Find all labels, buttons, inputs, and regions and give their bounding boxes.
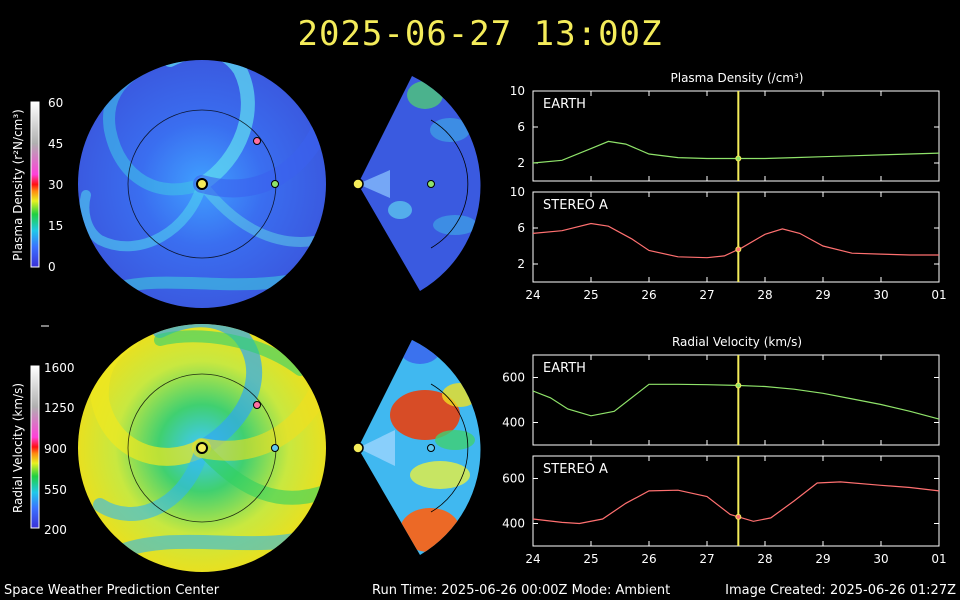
x-tick-label: 29 [815, 288, 830, 302]
x-tick-label: 28 [757, 288, 772, 302]
x-tick-label: 30 [873, 552, 888, 566]
velocity-plot-title: Radial Velocity (km/s) [672, 335, 802, 349]
density-colorbar: Plasma Density (r²N/cm³) 60 45 30 15 0 [11, 96, 63, 274]
x-tick-label: 26 [641, 288, 656, 302]
velocity-tick-1600: 1600 [44, 361, 75, 375]
series-line [532, 481, 940, 525]
current-value-point [735, 382, 742, 389]
x-tick-label: 25 [583, 552, 598, 566]
page-title: 2025-06-27 13:00Z [297, 14, 663, 54]
series-line [532, 222, 939, 259]
panel-frame [532, 354, 940, 446]
sun-icon [196, 178, 208, 190]
panel-label: EARTH [543, 361, 586, 376]
x-tick-label: 01 [931, 552, 946, 566]
panel-frame [532, 90, 940, 182]
y-tick-label: 400 [502, 517, 525, 531]
panel-label: EARTH [543, 97, 586, 112]
stereo-a-marker-icon [253, 137, 261, 145]
series-line [532, 140, 940, 164]
y-tick-label: 2 [517, 257, 525, 271]
y-tick-label: 600 [502, 472, 525, 486]
earth-marker-icon [271, 444, 279, 452]
panel-frame [532, 191, 940, 283]
series-line [532, 383, 940, 420]
current-value-point [735, 246, 742, 253]
panel-label: STEREO A [543, 462, 608, 477]
x-tick-label: 29 [815, 552, 830, 566]
current-value-point [735, 513, 742, 520]
current-value-point [735, 155, 742, 162]
panel-label: STEREO A [543, 198, 608, 213]
x-tick-label: 27 [699, 288, 714, 302]
velocity-meridional-wedge [352, 340, 481, 555]
y-tick-label: 6 [517, 221, 525, 235]
velocity-tick-1250: 1250 [44, 401, 75, 415]
velocity-colorbar: Radial Velocity (km/s) 1600 1250 900 550… [11, 361, 75, 537]
footer-created: Image Created: 2025-06-26 01:27Z [725, 583, 956, 598]
sun-icon [352, 442, 364, 454]
sun-icon [352, 178, 364, 190]
velocity-tick-550: 550 [44, 483, 67, 497]
y-tick-label: 600 [502, 371, 525, 385]
panel-frame [532, 455, 940, 547]
velocity-earth-panel: 400 600 EARTH [502, 354, 940, 446]
x-tick-label: 26 [641, 552, 656, 566]
density-colorbar-label: Plasma Density (r²N/cm³) [11, 109, 25, 261]
density-earth-panel: 2 6 10 EARTH [510, 84, 940, 182]
y-tick-label: 10 [510, 84, 525, 98]
y-tick-label: 2 [517, 156, 525, 170]
x-tick-label: 25 [583, 288, 598, 302]
x-tick-label: 28 [757, 552, 772, 566]
velocity-tick-200: 200 [44, 523, 67, 537]
density-plot-title: Plasma Density (/cm³) [671, 71, 804, 85]
density-tick-45: 45 [48, 137, 63, 151]
velocity-tick-900: 900 [44, 442, 67, 456]
sun-icon [196, 442, 208, 454]
velocity-ecliptic-disk [78, 324, 326, 572]
density-tick-15: 15 [48, 219, 63, 233]
earth-marker-icon [427, 180, 435, 188]
velocity-stereo-a-panel: 24 25 26 27 28 29 30 01 400 600 STEREO A [502, 455, 947, 566]
velocity-colorbar-label: Radial Velocity (km/s) [11, 383, 25, 513]
density-tick-30: 30 [48, 178, 63, 192]
density-tick-60: 60 [48, 96, 63, 110]
x-tick-label: 01 [931, 288, 946, 302]
density-meridional-wedge [352, 76, 481, 291]
density-ecliptic-disk [78, 60, 326, 308]
earth-marker-icon [427, 444, 435, 452]
earth-marker-icon [271, 180, 279, 188]
stereo-a-marker-icon [253, 401, 261, 409]
x-tick-label: 27 [699, 552, 714, 566]
y-tick-label: 6 [517, 120, 525, 134]
x-tick-label: 24 [525, 288, 540, 302]
x-tick-label: 24 [525, 552, 540, 566]
footer-org: Space Weather Prediction Center [4, 583, 220, 598]
x-tick-label: 30 [873, 288, 888, 302]
density-tick-0: 0 [48, 260, 56, 274]
y-tick-label: 400 [502, 416, 525, 430]
footer-run-info: Run Time: 2025-06-26 00:00Z Mode: Ambien… [372, 583, 671, 598]
y-tick-label: 10 [510, 185, 525, 199]
